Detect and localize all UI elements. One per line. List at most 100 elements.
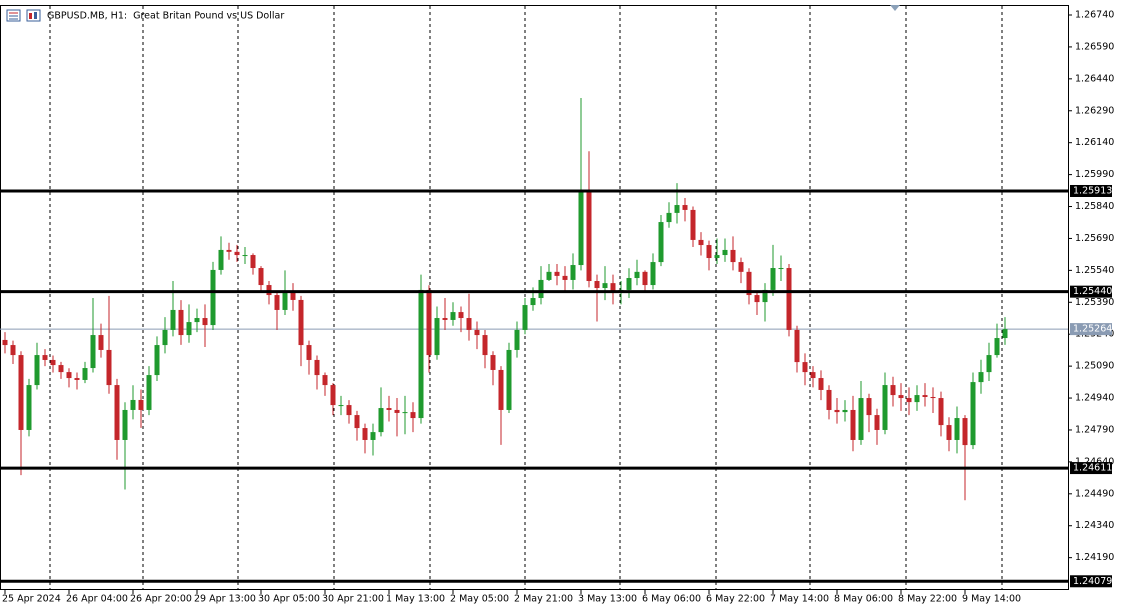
- y-tick-label: 1.26290: [1075, 105, 1114, 116]
- candle-body: [194, 318, 200, 323]
- x-tick-label: 30 Apr 05:00: [258, 594, 320, 605]
- candle-body: [458, 312, 464, 319]
- candle-body: [146, 375, 152, 410]
- candle-body: [562, 275, 568, 280]
- candle-body: [914, 395, 920, 403]
- candle-body: [578, 189, 584, 266]
- icon-bar: [29, 13, 32, 19]
- candle-body: [770, 268, 776, 290]
- candle-body: [154, 345, 160, 376]
- candle-body: [874, 415, 880, 430]
- x-tick-label: 25 Apr 2024: [2, 594, 61, 605]
- candle-body: [594, 281, 600, 289]
- candle-body: [626, 278, 632, 290]
- candle-body: [698, 239, 704, 246]
- candle-body: [370, 432, 376, 440]
- candle-body: [570, 265, 576, 280]
- icon-chart[interactable]: [26, 9, 41, 22]
- candle-body: [410, 412, 416, 419]
- candle-body: [778, 268, 784, 270]
- x-tick-label: 8 May 22:00: [898, 594, 957, 605]
- y-tick-label: 1.24340: [1075, 520, 1114, 531]
- day-separators: [49, 6, 1003, 589]
- candle-body: [362, 428, 368, 440]
- y-tick-label: 1.25390: [1075, 297, 1114, 308]
- candle-body: [906, 398, 912, 403]
- candle-body: [754, 295, 760, 303]
- candle-body: [346, 405, 352, 416]
- shift-marker[interactable]: [890, 5, 900, 11]
- y-tick-label: 1.25840: [1075, 201, 1114, 212]
- candle-body: [882, 385, 888, 430]
- candle-body: [218, 249, 224, 270]
- level-label-bg: [1070, 184, 1112, 197]
- candle-body: [186, 322, 192, 336]
- y-tick-label: 1.25690: [1075, 233, 1114, 244]
- candle-body: [794, 329, 800, 363]
- candle-body: [642, 271, 648, 286]
- level-label-bg: [1070, 462, 1112, 475]
- candle-body: [994, 338, 1000, 356]
- candle-body: [114, 385, 120, 440]
- y-tick-label: 1.26740: [1075, 10, 1114, 21]
- candle-body: [730, 249, 736, 263]
- candle-body: [834, 409, 840, 413]
- candle-body: [842, 409, 848, 413]
- x-tick-label: 2 May 21:00: [514, 594, 573, 605]
- candle-body: [954, 418, 960, 440]
- x-tick-label: 26 Apr 04:00: [66, 594, 128, 605]
- candle-body: [546, 271, 552, 280]
- candle-body: [978, 372, 984, 383]
- candle-body: [970, 382, 976, 446]
- candle-body: [26, 385, 32, 430]
- candle-body: [338, 405, 344, 407]
- y-tick-label: 1.24490: [1075, 488, 1114, 499]
- candle-body: [42, 355, 48, 360]
- candle-body: [522, 305, 528, 330]
- candle-body: [746, 271, 752, 296]
- candle-body: [930, 396, 936, 399]
- candle-body: [202, 318, 208, 326]
- x-tick-label: 8 May 06:00: [834, 594, 893, 605]
- candle-body: [690, 209, 696, 240]
- candle-body: [50, 359, 56, 366]
- level-label-bg: [1070, 285, 1112, 298]
- candle-body: [866, 398, 872, 416]
- candle-body: [234, 251, 240, 256]
- candle-body: [826, 389, 832, 410]
- y-tick-label: 1.24940: [1075, 393, 1114, 404]
- candle-body: [802, 362, 808, 373]
- candle-body: [170, 309, 176, 330]
- candle-body: [18, 355, 24, 430]
- candle-body: [290, 292, 296, 300]
- candle-body: [402, 412, 408, 414]
- candle-body: [2, 339, 8, 346]
- candle-body: [66, 372, 72, 379]
- last-price-label-bg: [1070, 323, 1112, 336]
- candle-body: [394, 409, 400, 413]
- candle-body: [514, 329, 520, 350]
- x-tick-label: 1 May 13:00: [386, 594, 445, 605]
- candle-body: [658, 222, 664, 263]
- candle-body: [242, 255, 248, 257]
- candle-body: [274, 295, 280, 310]
- candle-body: [498, 369, 504, 410]
- candle-body: [762, 289, 768, 303]
- candle-body: [586, 189, 592, 282]
- candle-body: [466, 318, 472, 330]
- candle-body: [298, 299, 304, 346]
- candle-body: [506, 349, 512, 410]
- x-tick-label: 26 Apr 20:00: [130, 594, 192, 605]
- y-tick-label: 1.25540: [1075, 265, 1114, 276]
- candles: [2, 97, 1008, 501]
- candle-body: [818, 378, 824, 390]
- x-tick-label: 6 May 06:00: [642, 594, 701, 605]
- candle-body: [714, 255, 720, 259]
- candle-body: [602, 283, 608, 289]
- candle-body: [986, 355, 992, 373]
- level-label: 1.24079: [1073, 576, 1112, 587]
- candle-body: [666, 212, 672, 223]
- x-tick-label: 30 Apr 21:00: [322, 594, 384, 605]
